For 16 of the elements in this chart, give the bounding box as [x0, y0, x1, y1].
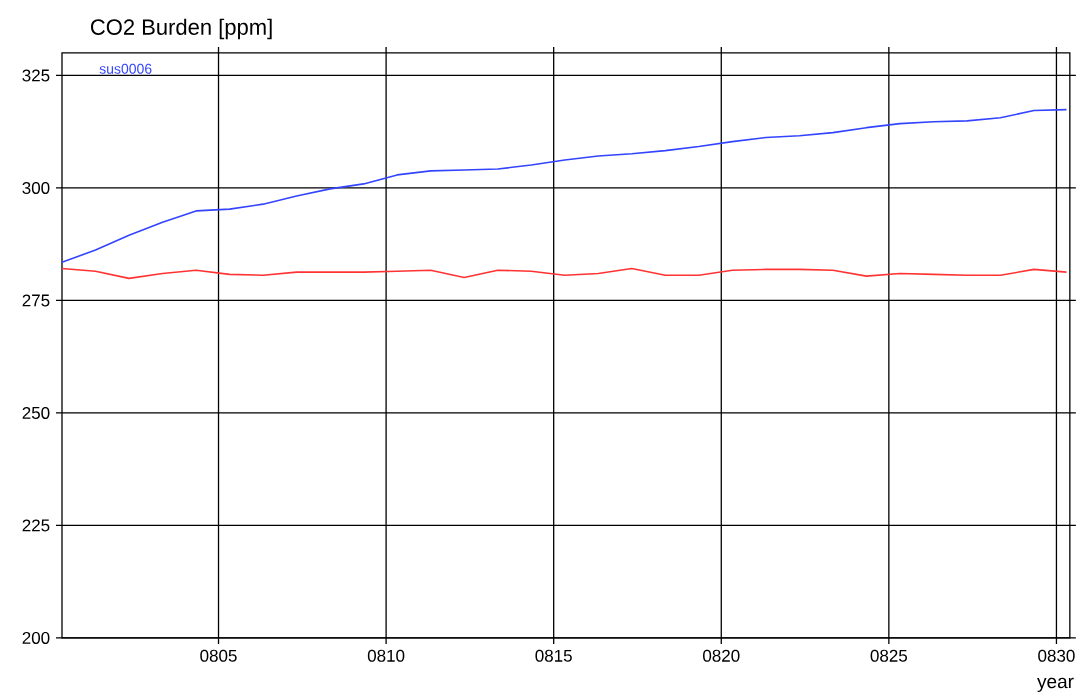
- y-tick-label: 300: [22, 181, 50, 195]
- x-tick-label: 0830: [1038, 649, 1075, 662]
- line-series: [61, 108, 1068, 264]
- y-tick-label: 325: [22, 69, 50, 82]
- x-tick-label: 0825: [870, 649, 908, 662]
- y-tick-label: 200: [22, 631, 50, 644]
- y-tick-label: 275: [22, 294, 50, 307]
- text: sus0006: [99, 63, 152, 74]
- x-tick-label: 0820: [703, 649, 740, 662]
- x-tick-label: 0815: [535, 649, 572, 662]
- x-axis-title: year: [1037, 677, 1074, 693]
- chart-title: CO2 Burden [ppm]: [90, 18, 272, 40]
- x-tick-label: 0805: [200, 649, 237, 662]
- y-tick-label: 250: [22, 406, 50, 419]
- x-tick-label: 0810: [367, 649, 405, 662]
- y-tick-label: 225: [22, 519, 50, 532]
